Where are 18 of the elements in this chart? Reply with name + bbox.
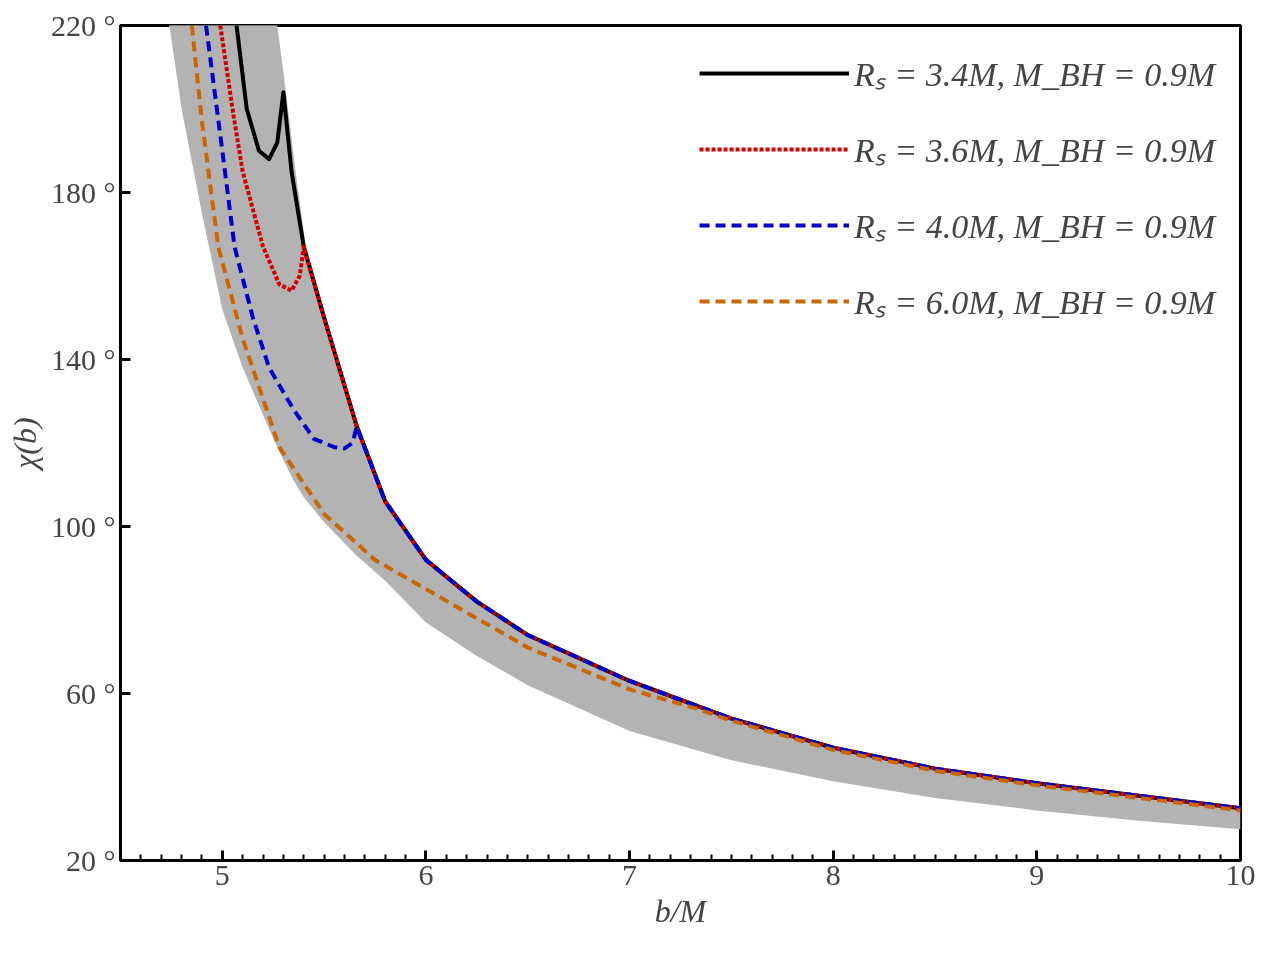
- y-tick-label: 100 °: [51, 510, 116, 543]
- y-tick-label: 180 °: [51, 176, 116, 209]
- x-axis-title: b/M: [654, 892, 709, 929]
- x-tick-label: 6: [418, 857, 434, 891]
- legend-label: Rₛ = 3.4M, M_BH = 0.9M: [854, 55, 1215, 95]
- x-tick-label: 8: [825, 857, 841, 891]
- y-tick-label: 20 °: [66, 844, 116, 877]
- legend-label: Rₛ = 6.0M, M_BH = 0.9M: [854, 283, 1215, 323]
- x-tick-label: 7: [622, 857, 638, 891]
- y-tick-label: 140 °: [51, 343, 116, 376]
- x-tick-label: 5: [214, 857, 230, 891]
- legend-label: Rₛ = 3.6M, M_BH = 0.9M: [854, 131, 1215, 171]
- legend-label: Rₛ = 4.0M, M_BH = 0.9M: [854, 207, 1215, 247]
- y-axis-title: χ(b): [7, 417, 43, 472]
- y-tick-label: 60 °: [66, 677, 116, 710]
- x-tick-label: 10: [1225, 857, 1256, 891]
- y-tick-label: 220 °: [51, 9, 116, 42]
- x-tick-label: 9: [1029, 857, 1045, 891]
